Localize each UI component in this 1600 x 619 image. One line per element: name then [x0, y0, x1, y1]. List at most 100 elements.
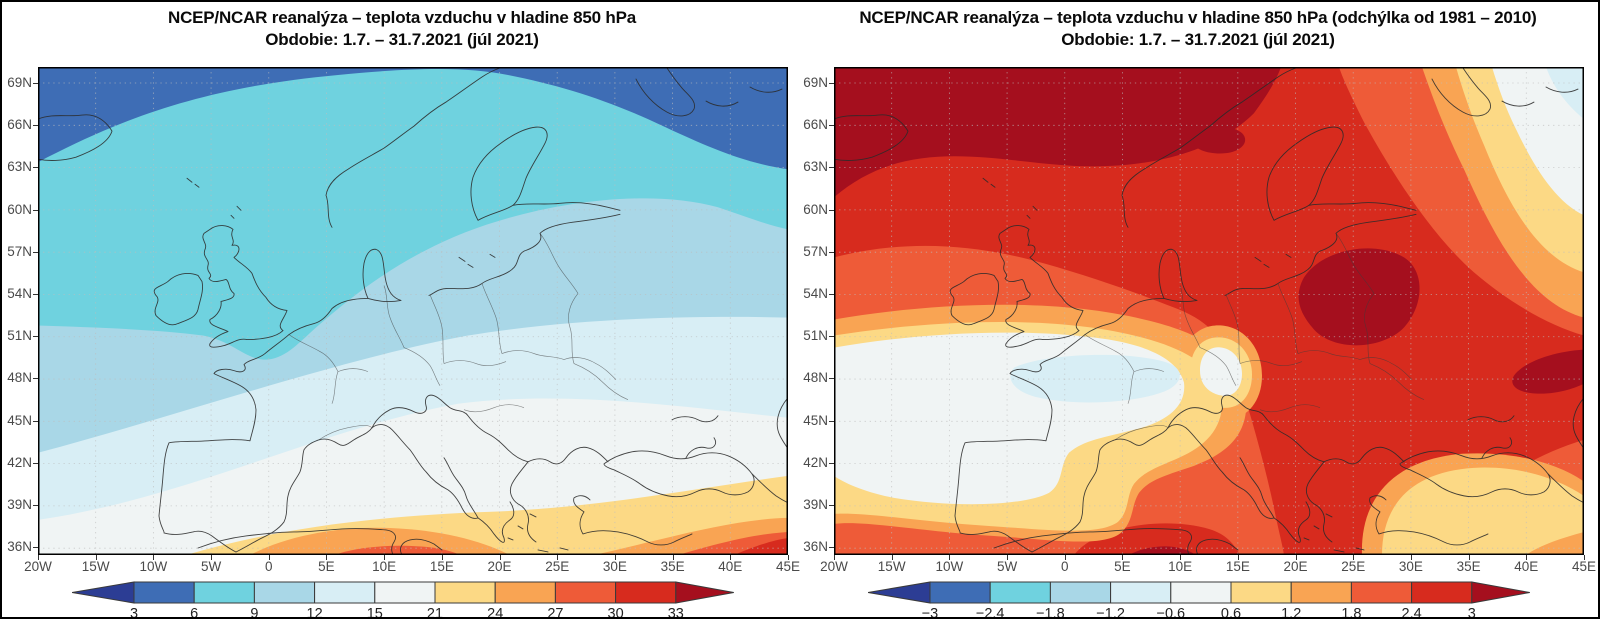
- colorbar-segment: [1411, 581, 1473, 604]
- country-border: [1259, 404, 1321, 413]
- lat-tick-label: 42N: [803, 454, 828, 470]
- lon-tick-label: 20E: [1283, 559, 1308, 574]
- lat-tick-mark: [33, 420, 38, 422]
- coastline: [197, 528, 443, 555]
- panel-title-block: NCEP/NCAR reanalýza – teplota vzduchu v …: [2, 7, 802, 51]
- colorbar-tick-label: 24: [487, 606, 503, 619]
- country-border: [403, 347, 441, 386]
- lat-tick-mark: [829, 167, 834, 169]
- lon-tick-mark: [1468, 555, 1470, 560]
- contour-band: [1382, 467, 1584, 555]
- temperature-colorbar: 3 6 9 12 15 21 24 27 30 33: [71, 581, 752, 619]
- lat-tick-mark: [33, 251, 38, 253]
- lat-tick-label: 48N: [803, 370, 828, 386]
- coastline: [371, 394, 529, 463]
- colorbar-segment: [1230, 581, 1292, 604]
- lon-tick-label: 30E: [602, 559, 627, 574]
- coastline: [1305, 461, 1333, 543]
- coastline: [509, 461, 537, 543]
- lon-tick-label: 20W: [24, 559, 52, 574]
- lon-tick-mark: [1410, 555, 1412, 560]
- lat-tick-mark: [33, 547, 38, 549]
- colorbar-tick-label: 6: [190, 606, 198, 619]
- colorbar-tick-label: 1.8: [1341, 606, 1361, 619]
- coastline: [477, 501, 515, 543]
- lon-tick-label: 5W: [996, 559, 1018, 574]
- coastline: [998, 225, 1084, 348]
- lon-tick-label: 35E: [1456, 559, 1481, 574]
- coastline: [202, 225, 288, 348]
- lat-tick-label: 45N: [803, 412, 828, 428]
- lon-tick-label: 15W: [877, 559, 906, 574]
- contour-band: [250, 527, 510, 555]
- lon-tick-mark: [326, 555, 328, 560]
- country-border: [1179, 285, 1201, 348]
- country-border: [429, 294, 445, 364]
- lon-tick-label: 5E: [318, 559, 335, 574]
- colorbar-arrow-high: [675, 581, 734, 604]
- coastline: [993, 528, 1239, 555]
- contour-band: [1129, 546, 1196, 555]
- coastline: [1399, 450, 1551, 498]
- coastline-layer: [834, 67, 1584, 555]
- lon-tick-mark: [95, 555, 97, 560]
- coastline: [158, 334, 290, 553]
- coastline: [371, 424, 479, 519]
- coastline: [507, 513, 569, 553]
- lon-tick-mark: [672, 555, 674, 560]
- contour-band: [38, 67, 788, 170]
- lon-tick-label: 5E: [1114, 559, 1131, 574]
- coastline-layer: [38, 67, 788, 555]
- coastline: [1084, 298, 1165, 335]
- colorbar-segment: [989, 581, 1051, 604]
- colorbar-segment: [1170, 581, 1232, 604]
- colorbar-tick-label: −2.4: [976, 606, 1005, 619]
- lon-tick-label: 0: [264, 559, 273, 574]
- colorbar-tick-label: 21: [427, 606, 443, 619]
- coastline: [1121, 67, 1297, 228]
- lon-tick-mark: [268, 555, 270, 560]
- colorbar-segment: [193, 581, 255, 604]
- coastline: [362, 248, 402, 302]
- coastline: [288, 298, 369, 335]
- colorbar-tick-label: 1.2: [1281, 606, 1301, 619]
- panel-temperature-map: NCEP/NCAR reanalýza – teplota vzduchu v …: [2, 2, 802, 619]
- colorbar-segment: [1049, 581, 1112, 604]
- coastline: [1323, 446, 1405, 465]
- lon-tick-mark: [787, 555, 789, 560]
- country-border: [1225, 294, 1241, 364]
- page-subtitle: Obdobie: 1.7. – 31.7.2021 (júl 2021): [265, 30, 539, 49]
- country-border: [1239, 360, 1303, 367]
- lon-tick-mark: [1064, 555, 1066, 560]
- coastline: [603, 450, 755, 498]
- lon-tick-mark: [441, 555, 443, 560]
- lat-tick-mark: [829, 336, 834, 338]
- lat-tick-mark: [33, 505, 38, 506]
- anomaly-colorbar-svg: −3 −2.4 −1.8 −1.2 −0.6 0.6 1.2 1.8 2.4 3: [867, 581, 1530, 619]
- coastline: [949, 273, 999, 326]
- coastline: [186, 177, 242, 219]
- lat-tick-mark: [829, 209, 834, 211]
- country-border: [539, 233, 579, 294]
- contour-band: [38, 67, 788, 360]
- country-border: [481, 283, 503, 354]
- country-border: [1364, 293, 1375, 364]
- lat-tick-label: 63N: [7, 159, 32, 175]
- country-border: [1277, 283, 1299, 354]
- colorbar-tick-label: 27: [547, 606, 563, 619]
- lat-tick-label: 54N: [7, 286, 32, 301]
- contour-band: [734, 537, 788, 555]
- lon-tick-mark: [1295, 555, 1297, 560]
- lon-tick-label: 15E: [429, 559, 454, 574]
- lat-tick-mark: [829, 378, 834, 380]
- lat-tick-label: 51N: [803, 328, 828, 344]
- temperature-map-canvas: [38, 67, 788, 555]
- colorbar-segment: [554, 581, 617, 604]
- lat-tick-label: 57N: [7, 243, 32, 259]
- country-border: [568, 293, 579, 364]
- lat-tick-mark: [33, 462, 38, 464]
- lat-tick-mark: [33, 83, 38, 84]
- lon-tick-label: 45E: [775, 559, 800, 574]
- colorbar-tick-label: −1.8: [1036, 606, 1065, 619]
